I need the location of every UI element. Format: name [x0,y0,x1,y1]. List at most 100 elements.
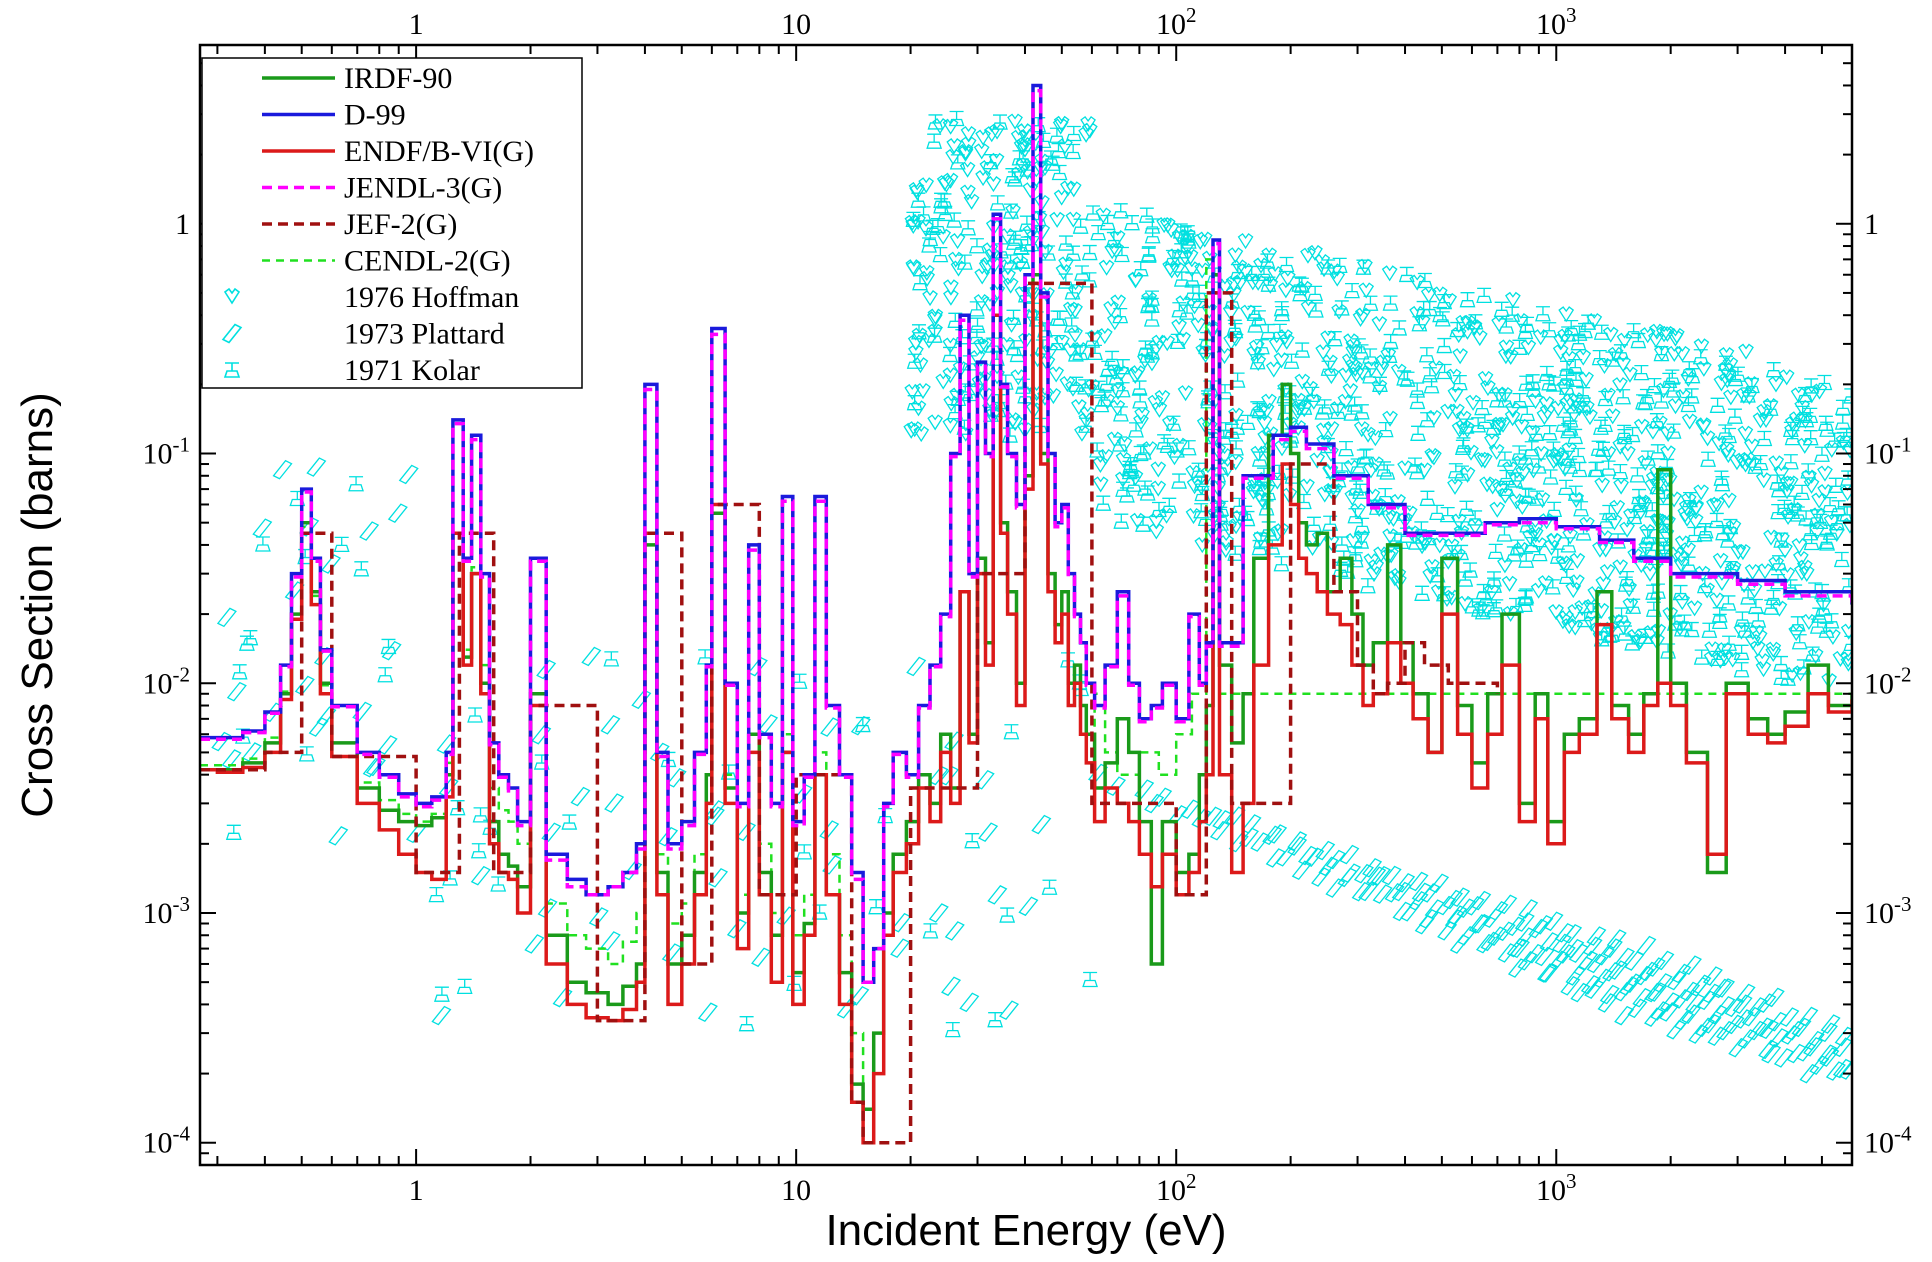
hoffman-point [1655,382,1672,399]
kolar-point [1065,143,1082,160]
kolar-point [1616,428,1633,445]
kolar-point [1193,503,1210,519]
kolar-point [1090,224,1107,241]
kolar-point [1459,292,1476,308]
kolar-point [1713,470,1730,486]
hoffman-point [1455,419,1472,436]
plattard-point [1786,1043,1807,1064]
kolar-point [1721,635,1737,651]
hoffman-point [1578,371,1594,388]
hoffman-point [1431,286,1448,303]
hoffman-point [915,382,931,400]
kolar-point [947,312,964,328]
kolar-point [1727,408,1743,424]
kolar-point [1247,317,1264,333]
hoffman-point [918,177,935,194]
hoffman-point [1660,445,1676,462]
hoffman-point [1505,401,1521,419]
kolar-point [1137,480,1153,496]
kolar-point [298,746,315,762]
hoffman-point [904,383,921,401]
kolar-point [1330,403,1346,420]
hoffman-point [1194,262,1211,279]
y-tick-label: 10-3 [143,892,191,930]
kolar-point [1782,454,1799,470]
plattard-point [321,554,342,574]
hoffman-point [957,145,974,162]
hoffman-point [1754,653,1771,670]
kolar-point [1041,879,1058,895]
plattard-point [928,765,949,786]
hoffman-point [1300,300,1317,317]
hoffman-point [1012,256,1029,273]
kolar-point [1254,339,1270,355]
hoffman-point [1765,645,1782,662]
hoffman-point [988,152,1005,169]
hoffman-point [1693,484,1710,501]
kolar-point [1072,344,1089,361]
plattard-point [1315,840,1336,861]
kolar-point [1496,526,1513,542]
hoffman-point [1177,385,1194,402]
hoffman-point [1465,394,1481,411]
kolar-point [1180,440,1197,456]
hoffman-point [963,193,980,210]
plattard-point [1804,1030,1825,1051]
hoffman-point [1561,442,1578,459]
plattard-point [1524,943,1545,964]
kolar-point [1828,515,1845,531]
hoffman-point [1175,331,1192,348]
hoffman-point [1080,115,1096,133]
kolar-point [1573,501,1589,517]
kolar-point [1454,439,1471,456]
hoffman-point [1582,409,1598,426]
hoffman-point [1811,492,1828,509]
kolar-point [1504,306,1521,322]
hoffman-point [1792,550,1809,568]
hoffman-point [1443,589,1460,606]
y-tick-label-right: 1 [1864,208,1879,241]
plattard-point [1518,899,1539,919]
plattard-point [1825,1061,1846,1081]
hoffman-point [973,293,990,311]
kolar-point [1672,584,1689,601]
kolar-point [1786,495,1803,511]
hoffman-point [1509,472,1525,489]
hoffman-point [1768,376,1784,393]
plattard-point [1695,1017,1716,1038]
plattard-point [1372,884,1393,904]
kolar-point [1121,460,1138,476]
hoffman-point [1353,529,1370,547]
hoffman-point [1345,532,1362,550]
kolar-point [1835,399,1851,416]
hoffman-point [1604,408,1621,425]
kolar-point [1791,634,1808,650]
hoffman-point [973,338,990,355]
plattard-point [1764,987,1785,1008]
hoffman-point [1743,375,1760,393]
hoffman-point [1756,403,1773,420]
hoffman-point [1561,350,1578,367]
hoffman-point [1527,393,1544,410]
plattard-point [294,675,315,696]
hoffman-point [903,422,920,439]
kolar-point [1474,399,1491,416]
plattard-point [604,793,625,813]
hoffman-point [1190,317,1207,334]
hoffman-point [1045,387,1062,405]
hoffman-point [1217,541,1234,559]
hoffman-point [1049,211,1066,228]
hoffman-point [1784,667,1801,684]
hoffman-point [1768,455,1785,472]
kolar-point [1072,218,1089,234]
hoffman-point [1460,314,1477,332]
legend-label-endf-b-vi-g: ENDF/B-VI(G) [344,135,534,168]
hoffman-point [1381,509,1397,526]
kolar-point [1692,349,1709,365]
kolar-point [1693,649,1710,665]
hoffman-point [1299,478,1315,495]
hoffman-point [935,373,952,390]
plattard-point [581,646,602,667]
hoffman-point [1607,346,1624,363]
kolar-point [1740,589,1756,605]
